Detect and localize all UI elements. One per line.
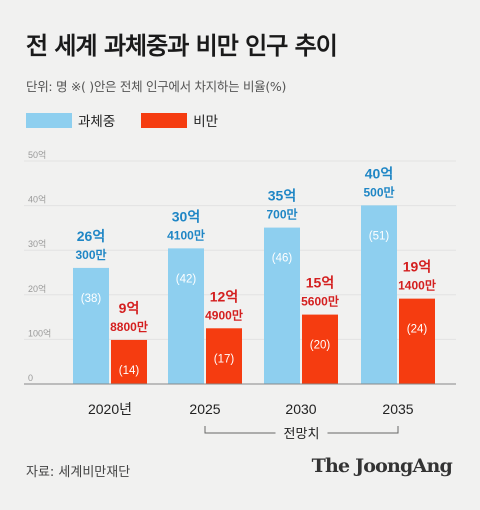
bar-share-label: (14) xyxy=(119,365,140,377)
y-tick-label: 0 xyxy=(28,373,33,383)
bar-value-label-bottom: 700만 xyxy=(266,207,297,222)
bar-value-label-bottom: 500만 xyxy=(363,184,394,199)
x-tick-label: 2030 xyxy=(285,401,316,417)
bar-overweight xyxy=(73,267,109,384)
legend: 과체중 비만 xyxy=(26,110,244,130)
x-tick-label: 2020년 xyxy=(88,401,132,417)
y-tick-label: 40억 xyxy=(28,194,46,205)
bar-value-label-bottom: 4900만 xyxy=(205,307,243,322)
bar-obese xyxy=(302,314,338,384)
bar-share-label: (51) xyxy=(369,230,390,242)
brand-logo: The JoongAng xyxy=(311,455,453,477)
bar-value-label-bottom: 8800만 xyxy=(110,319,148,334)
bar-value-label-bottom: 5600만 xyxy=(301,294,339,309)
unit-note: 단위: 명 ※( )안은 전체 인구에서 차지하는 비율(%) xyxy=(26,79,287,94)
bar-share-label: (46) xyxy=(272,253,293,265)
source-note: 자료: 세계비만재단 xyxy=(26,465,131,480)
bar-share-label: (38) xyxy=(81,293,102,305)
legend-label-overweight: 과체중 xyxy=(78,114,116,130)
y-tick-label: 100억 xyxy=(28,327,51,338)
bar-overweight xyxy=(264,227,300,384)
y-tick-label: 50억 xyxy=(28,149,46,160)
bar-share-label: (24) xyxy=(407,324,428,336)
projection-label-bg xyxy=(275,424,328,442)
legend-swatch-overweight xyxy=(26,112,72,128)
bar-value-label-bottom: 300만 xyxy=(75,247,106,262)
bar-share-label: (20) xyxy=(310,340,331,352)
bar-value-label-top: 19억 xyxy=(403,259,431,275)
chart-title: 전 세계 과체중과 비만 인구 추이 xyxy=(26,32,338,60)
bar-value-label-bottom: 4100만 xyxy=(167,227,205,242)
bar-share-label: (42) xyxy=(176,273,197,285)
bar-value-label-top: 40억 xyxy=(365,165,393,181)
x-tick-label: 2025 xyxy=(189,401,220,417)
bar-value-label-top: 9억 xyxy=(119,300,140,316)
bar-overweight xyxy=(168,248,204,384)
bar-value-label-top: 26억 xyxy=(77,228,105,244)
legend-label-obese: 비만 xyxy=(193,114,219,130)
bar-value-label-top: 35억 xyxy=(268,188,296,204)
x-tick-label: 2035 xyxy=(382,401,413,417)
bar-overweight xyxy=(361,205,397,384)
bar-value-label-top: 15억 xyxy=(306,275,334,291)
bar-value-label-top: 12억 xyxy=(210,288,238,304)
bar-obese xyxy=(399,298,435,384)
legend-swatch-obese xyxy=(141,112,188,128)
bar-value-label-bottom: 1400만 xyxy=(398,278,436,293)
bar-share-label: (17) xyxy=(214,353,235,365)
bar-obese xyxy=(206,328,242,384)
legend-item-obese: 비만 xyxy=(141,110,218,130)
bar-obese xyxy=(111,339,147,384)
projection-label: 전망치 xyxy=(284,426,320,441)
y-tick-label: 30억 xyxy=(28,238,46,249)
legend-item-overweight: 과체중 xyxy=(26,110,115,130)
y-tick-label: 20억 xyxy=(28,283,46,294)
bar-value-label-top: 30억 xyxy=(172,208,200,224)
